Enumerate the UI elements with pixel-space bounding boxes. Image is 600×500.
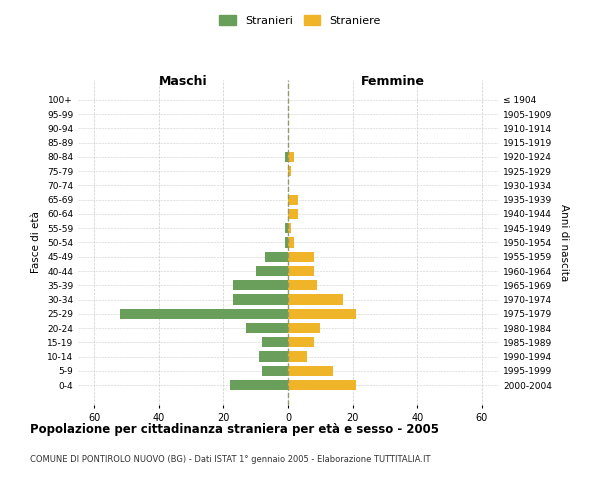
Bar bbox=[288, 166, 291, 176]
Bar bbox=[288, 152, 295, 162]
Bar bbox=[262, 337, 288, 347]
Bar bbox=[288, 209, 298, 219]
Text: Femmine: Femmine bbox=[361, 76, 425, 88]
Bar bbox=[288, 308, 356, 319]
Bar bbox=[285, 152, 288, 162]
Bar bbox=[288, 366, 333, 376]
Text: COMUNE DI PONTIROLO NUOVO (BG) - Dati ISTAT 1° gennaio 2005 - Elaborazione TUTTI: COMUNE DI PONTIROLO NUOVO (BG) - Dati IS… bbox=[30, 455, 431, 464]
Bar bbox=[259, 352, 288, 362]
Bar bbox=[285, 223, 288, 234]
Bar bbox=[288, 223, 291, 234]
Bar bbox=[288, 294, 343, 304]
Bar bbox=[288, 337, 314, 347]
Bar bbox=[230, 380, 288, 390]
Bar bbox=[285, 238, 288, 248]
Bar bbox=[288, 352, 307, 362]
Text: Popolazione per cittadinanza straniera per età e sesso - 2005: Popolazione per cittadinanza straniera p… bbox=[30, 422, 439, 436]
Bar bbox=[288, 280, 317, 290]
Bar bbox=[246, 323, 288, 333]
Y-axis label: Anni di nascita: Anni di nascita bbox=[559, 204, 569, 281]
Bar bbox=[233, 280, 288, 290]
Bar bbox=[233, 294, 288, 304]
Text: Maschi: Maschi bbox=[158, 76, 208, 88]
Bar bbox=[288, 252, 314, 262]
Y-axis label: Fasce di età: Fasce di età bbox=[31, 212, 41, 274]
Bar bbox=[120, 308, 288, 319]
Bar bbox=[288, 238, 295, 248]
Legend: Stranieri, Straniere: Stranieri, Straniere bbox=[215, 10, 385, 30]
Bar bbox=[288, 380, 356, 390]
Bar bbox=[288, 266, 314, 276]
Bar bbox=[288, 323, 320, 333]
Bar bbox=[256, 266, 288, 276]
Bar bbox=[265, 252, 288, 262]
Bar bbox=[262, 366, 288, 376]
Bar bbox=[288, 194, 298, 205]
